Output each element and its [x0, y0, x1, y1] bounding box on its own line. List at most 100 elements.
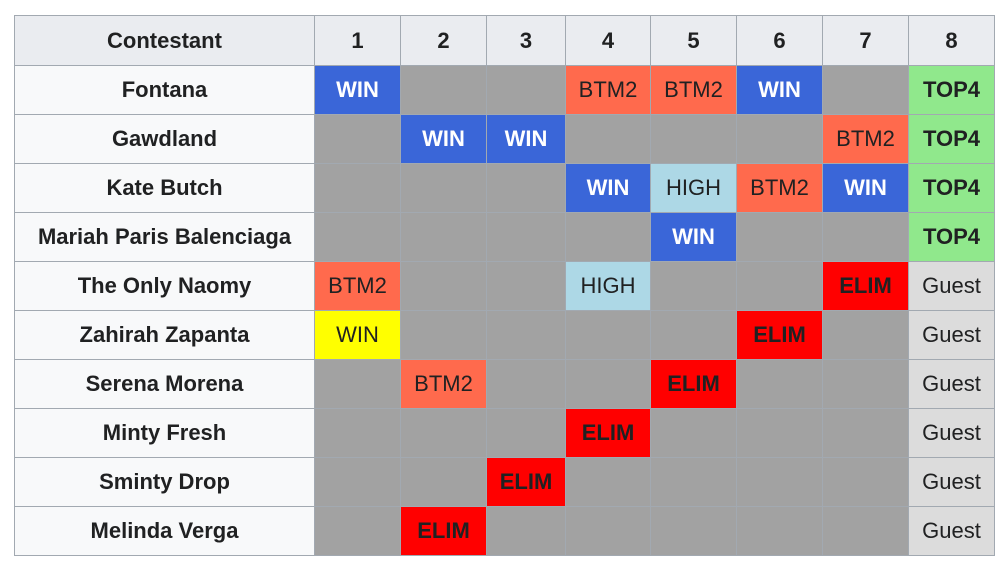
result-cell	[314, 212, 401, 262]
result-cell	[565, 310, 651, 360]
contestant-name: Mariah Paris Balenciaga	[14, 212, 315, 262]
result-cell	[736, 261, 823, 311]
result-cell	[650, 506, 737, 556]
result-cell	[400, 457, 487, 507]
result-cell: ELIM	[736, 310, 823, 360]
result-cell	[650, 310, 737, 360]
result-cell	[650, 408, 737, 458]
result-cell	[565, 114, 651, 164]
result-cell	[314, 408, 401, 458]
result-cell: Guest	[908, 457, 995, 507]
result-cell: Guest	[908, 408, 995, 458]
result-cell	[736, 457, 823, 507]
result-cell: ELIM	[486, 457, 566, 507]
result-cell	[822, 212, 909, 262]
result-cell: Guest	[908, 261, 995, 311]
result-cell: Guest	[908, 310, 995, 360]
table-row: Mariah Paris Balenciaga WIN TOP4	[14, 212, 995, 262]
episode-header: 7	[822, 15, 909, 66]
contestant-name: Melinda Verga	[14, 506, 315, 556]
result-cell	[565, 457, 651, 507]
result-cell: WIN	[314, 310, 401, 360]
result-cell: WIN	[565, 163, 651, 213]
table-body: Fontana WIN BTM2 BTM2 WIN TOP4 Gawdland WIN WIN B…	[14, 65, 995, 556]
episode-header: 8	[908, 15, 995, 66]
table-row: Melinda Verga ELIM Guest	[14, 506, 995, 556]
result-cell	[314, 359, 401, 409]
episode-header: 5	[650, 15, 737, 66]
table-row: Zahirah Zapanta WIN ELIM Guest	[14, 310, 995, 360]
result-cell	[650, 114, 737, 164]
result-cell	[486, 506, 566, 556]
result-cell: HIGH	[650, 163, 737, 213]
result-cell	[736, 408, 823, 458]
contestant-name: Gawdland	[14, 114, 315, 164]
result-cell	[486, 359, 566, 409]
result-cell	[486, 212, 566, 262]
result-cell	[486, 163, 566, 213]
episode-header: 1	[314, 15, 401, 66]
result-cell	[822, 65, 909, 115]
result-cell	[822, 457, 909, 507]
contestant-name: Sminty Drop	[14, 457, 315, 507]
result-cell: Guest	[908, 506, 995, 556]
episode-header: 6	[736, 15, 823, 66]
result-cell: ELIM	[822, 261, 909, 311]
result-cell	[486, 65, 566, 115]
contestant-column-header: Contestant	[14, 15, 315, 66]
result-cell	[400, 310, 487, 360]
table-row: Minty Fresh ELIM Guest	[14, 408, 995, 458]
contestant-name: Kate Butch	[14, 163, 315, 213]
result-cell: ELIM	[400, 506, 487, 556]
contestant-name: The Only Naomy	[14, 261, 315, 311]
result-cell: TOP4	[908, 65, 995, 115]
result-cell	[822, 506, 909, 556]
result-cell	[486, 408, 566, 458]
result-cell	[486, 310, 566, 360]
result-cell: WIN	[736, 65, 823, 115]
result-cell	[400, 408, 487, 458]
result-cell	[314, 114, 401, 164]
result-cell	[822, 359, 909, 409]
table-row: Sminty Drop ELIM Guest	[14, 457, 995, 507]
episode-header: 3	[486, 15, 566, 66]
contestant-name: Serena Morena	[14, 359, 315, 409]
result-cell: HIGH	[565, 261, 651, 311]
result-cell	[650, 457, 737, 507]
result-cell: BTM2	[400, 359, 487, 409]
result-cell: Guest	[908, 359, 995, 409]
result-cell: ELIM	[650, 359, 737, 409]
result-cell	[400, 212, 487, 262]
result-cell: TOP4	[908, 163, 995, 213]
result-cell	[736, 212, 823, 262]
result-cell: WIN	[314, 65, 401, 115]
result-cell	[400, 261, 487, 311]
result-cell	[314, 506, 401, 556]
result-cell: WIN	[822, 163, 909, 213]
result-cell	[565, 212, 651, 262]
result-cell	[736, 114, 823, 164]
result-cell: BTM2	[314, 261, 401, 311]
contestant-name: Zahirah Zapanta	[14, 310, 315, 360]
result-cell: WIN	[650, 212, 737, 262]
result-cell	[565, 506, 651, 556]
result-cell	[314, 457, 401, 507]
result-cell: WIN	[400, 114, 487, 164]
result-cell	[736, 506, 823, 556]
result-cell	[400, 163, 487, 213]
result-cell	[486, 261, 566, 311]
result-cell	[314, 163, 401, 213]
result-cell: ELIM	[565, 408, 651, 458]
result-cell	[736, 359, 823, 409]
result-cell	[565, 359, 651, 409]
result-cell	[650, 261, 737, 311]
result-cell	[822, 310, 909, 360]
result-cell	[822, 408, 909, 458]
result-cell: BTM2	[565, 65, 651, 115]
table-row: The Only Naomy BTM2 HIGH ELIM Guest	[14, 261, 995, 311]
result-cell: BTM2	[736, 163, 823, 213]
table-row: Gawdland WIN WIN BTM2 TOP4	[14, 114, 995, 164]
result-cell: BTM2	[650, 65, 737, 115]
